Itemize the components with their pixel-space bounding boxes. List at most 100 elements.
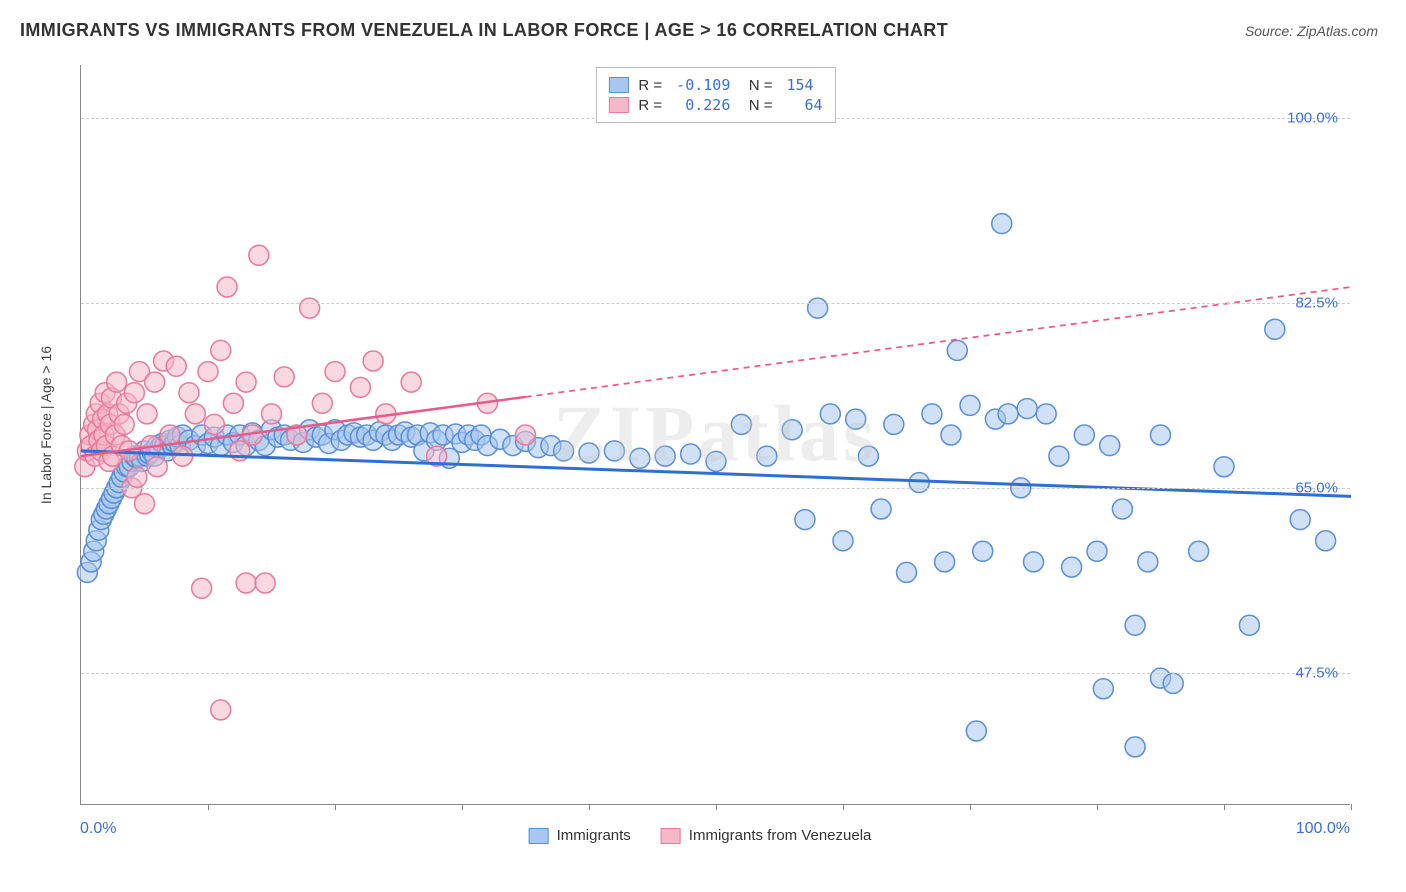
data-point [166,356,186,376]
data-point [897,562,917,582]
data-point [579,443,599,463]
data-point [808,298,828,318]
x-tick [716,804,717,810]
data-point [731,414,751,434]
x-tick [1351,804,1352,810]
data-point [554,441,574,461]
data-point [211,700,231,720]
data-point [973,541,993,561]
data-point [1125,737,1145,757]
data-point [145,372,165,392]
swatch-icon [608,77,628,93]
data-point [236,573,256,593]
data-point [127,467,147,487]
data-point [604,441,624,461]
data-point [1151,425,1171,445]
plot-area: ZIPatlas R = -0.109 N = 154 R = 0.226 N … [80,65,1350,805]
legend-item: Immigrants from Venezuela [661,827,872,844]
data-point [160,425,180,445]
data-point [217,277,237,297]
data-point [884,414,904,434]
stat-label: R = [638,77,662,94]
data-point [1138,552,1158,572]
data-point [1024,552,1044,572]
data-point [782,420,802,440]
data-point [941,425,961,445]
data-point [107,372,127,392]
stat-label: N = [740,97,772,114]
data-point [858,446,878,466]
data-point [1074,425,1094,445]
data-point [1290,510,1310,530]
chart-container: In Labor Force | Age > 16 ZIPatlas R = -… [20,55,1380,850]
x-max-label: 100.0% [1296,820,1350,838]
data-point [681,444,701,464]
stat-value: 154 [786,76,813,94]
data-point [1316,531,1336,551]
swatch-icon [529,828,549,844]
legend-row: R = -0.109 N = 154 [608,76,822,94]
data-point [846,409,866,429]
legend-label: Immigrants from Venezuela [689,827,872,844]
data-point [124,383,144,403]
data-point [325,362,345,382]
data-point [1163,673,1183,693]
data-point [135,494,155,514]
data-point [312,393,332,413]
data-point [1093,679,1113,699]
data-point [223,393,243,413]
data-point [795,510,815,530]
data-point [211,340,231,360]
data-point [1125,615,1145,635]
data-point [198,362,218,382]
y-tick-label: 65.0% [1295,479,1338,496]
data-point [137,404,157,424]
data-point [757,446,777,466]
stat-value: 0.226 [676,96,730,114]
swatch-icon [661,828,681,844]
data-point [947,340,967,360]
data-point [1265,319,1285,339]
data-point [1062,557,1082,577]
data-point [236,372,256,392]
series-legend: Immigrants Immigrants from Venezuela [529,827,872,844]
data-point [966,721,986,741]
data-point [255,573,275,593]
y-axis-label: In Labor Force | Age > 16 [38,346,54,504]
gridline [81,673,1350,674]
x-tick [843,804,844,810]
data-point [300,298,320,318]
x-min-label: 0.0% [80,820,116,838]
data-point [274,367,294,387]
data-point [1214,457,1234,477]
data-point [1239,615,1259,635]
data-point [992,214,1012,234]
gridline [81,488,1350,489]
data-point [871,499,891,519]
data-point [185,404,205,424]
y-tick-label: 100.0% [1287,109,1338,126]
x-tick [208,804,209,810]
data-point [1112,499,1132,519]
gridline [81,303,1350,304]
data-point [1036,404,1056,424]
legend-label: Immigrants [557,827,631,844]
data-point [630,448,650,468]
data-point [262,404,282,424]
chart-title: IMMIGRANTS VS IMMIGRANTS FROM VENEZUELA … [20,20,948,41]
data-point [516,425,536,445]
data-point [401,372,421,392]
data-point [114,414,134,434]
y-tick-label: 82.5% [1295,294,1338,311]
source-label: Source: ZipAtlas.com [1245,23,1378,39]
data-point [1189,541,1209,561]
data-point [960,395,980,415]
data-point [1100,436,1120,456]
correlation-legend: R = -0.109 N = 154 R = 0.226 N = 64 [595,67,835,123]
stat-label: R = [638,97,662,114]
data-point [147,457,167,477]
data-point [350,377,370,397]
data-point [935,552,955,572]
stat-value: 64 [786,96,822,114]
data-point [1087,541,1107,561]
